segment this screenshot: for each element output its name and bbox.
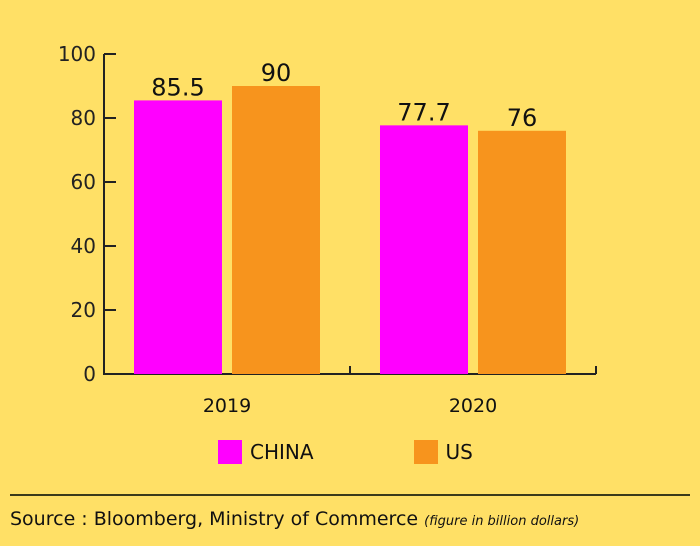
source-note: (figure in billion dollars) — [424, 514, 580, 529]
divider — [10, 494, 690, 496]
bar-us-2020 — [478, 130, 566, 374]
source-line: Source : Bloomberg, Ministry of Commerce… — [10, 508, 579, 530]
bars: 85.5 90 77.7 76 — [134, 59, 566, 375]
value-label: 77.7 — [397, 98, 450, 126]
x-tick-label: 2019 — [203, 395, 251, 417]
y-tick-label: 0 — [83, 362, 96, 386]
y-tick-label: 80 — [71, 106, 96, 130]
bar-china-2019 — [134, 100, 222, 375]
legend-swatch-china — [218, 440, 242, 464]
bar-us-2019 — [232, 86, 320, 374]
source-text: Source : Bloomberg, Ministry of Commerce — [10, 508, 419, 530]
y-tick-label: 100 — [58, 42, 96, 66]
value-label: 76 — [507, 104, 538, 132]
y-tick-label: 40 — [71, 234, 96, 258]
y-tick-label: 60 — [71, 170, 96, 194]
value-label: 85.5 — [151, 73, 204, 101]
bar-chart: 0 20 40 60 80 100 2019 2020 85.5 90 77.7 76 — [58, 42, 597, 417]
legend: CHINA US — [218, 440, 573, 464]
x-tick-label: 2020 — [449, 395, 497, 417]
bar-china-2020 — [380, 125, 468, 374]
value-label: 90 — [261, 59, 292, 87]
legend-label-us: US — [445, 440, 473, 464]
legend-item-us: US — [413, 440, 473, 464]
legend-item-china: CHINA — [218, 440, 314, 464]
y-axis: 0 20 40 60 80 100 — [58, 42, 116, 386]
y-tick-label: 20 — [71, 298, 96, 322]
legend-label-china: CHINA — [250, 440, 314, 464]
legend-swatch-us — [413, 440, 438, 464]
